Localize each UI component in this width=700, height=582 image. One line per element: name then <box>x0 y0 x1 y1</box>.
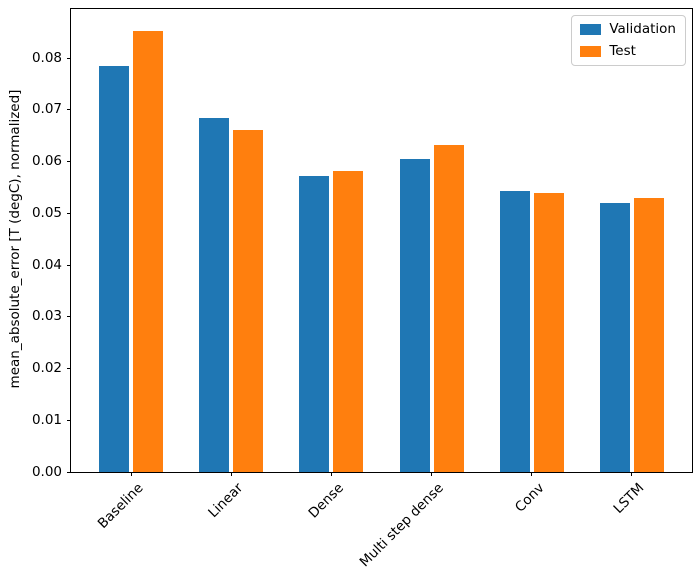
y-tick-label: 0.08 <box>31 49 62 66</box>
legend-swatch-icon <box>580 24 602 35</box>
x-tick <box>531 472 533 476</box>
x-tick <box>631 472 633 476</box>
x-tick <box>330 472 332 476</box>
x-tick <box>431 472 433 476</box>
y-tick-label: 0.04 <box>31 256 62 273</box>
bar-validation-4 <box>499 191 530 472</box>
legend-label: Validation <box>609 21 676 37</box>
y-tick <box>67 419 71 421</box>
y-tick <box>67 161 71 163</box>
x-tick-label: Multi step dense <box>356 480 447 571</box>
y-tick <box>67 368 71 370</box>
y-tick-label: 0.02 <box>31 360 62 377</box>
y-axis-label: mean_absolute_error [T (degC), normalize… <box>7 89 23 389</box>
bar-validation-3 <box>399 159 430 472</box>
bar-validation-5 <box>599 202 630 472</box>
y-tick <box>67 109 71 111</box>
legend: Validation Test <box>571 15 686 66</box>
y-tick-label: 0.05 <box>31 204 62 221</box>
legend-swatch-icon <box>580 46 602 57</box>
x-tick <box>230 472 232 476</box>
bar-test-5 <box>633 197 664 472</box>
legend-label: Test <box>609 43 636 59</box>
x-tick-label: LSTM <box>610 480 648 517</box>
y-tick-label: 0.07 <box>31 101 62 118</box>
y-tick-label: 0.00 <box>31 463 62 480</box>
y-tick <box>67 212 71 214</box>
legend-item-validation: Validation <box>580 22 676 37</box>
bar-validation-1 <box>199 118 230 472</box>
y-tick-label: 0.01 <box>31 411 62 428</box>
bar-test-2 <box>333 170 364 472</box>
bar-test-4 <box>533 192 564 472</box>
x-tick-label: Conv <box>511 480 548 516</box>
x-tick <box>130 472 132 476</box>
bar-validation-2 <box>299 176 330 472</box>
x-tick-label: Linear <box>205 480 247 521</box>
legend-item-test: Test <box>580 44 676 59</box>
x-tick-label: Baseline <box>94 480 147 532</box>
y-tick <box>67 471 71 473</box>
y-tick <box>67 316 71 318</box>
y-tick-label: 0.06 <box>31 153 62 170</box>
bar-test-0 <box>133 31 164 472</box>
bar-test-1 <box>233 130 264 472</box>
y-tick <box>67 264 71 266</box>
bar-test-3 <box>433 145 464 472</box>
x-tick-label: Dense <box>305 480 347 522</box>
y-tick-label: 0.03 <box>31 308 62 325</box>
bar-validation-0 <box>99 65 130 472</box>
plot-area: Validation Test 0.00 0.01 0.02 0.03 0.04 0.05 0… <box>32 8 693 570</box>
y-tick <box>67 57 71 59</box>
